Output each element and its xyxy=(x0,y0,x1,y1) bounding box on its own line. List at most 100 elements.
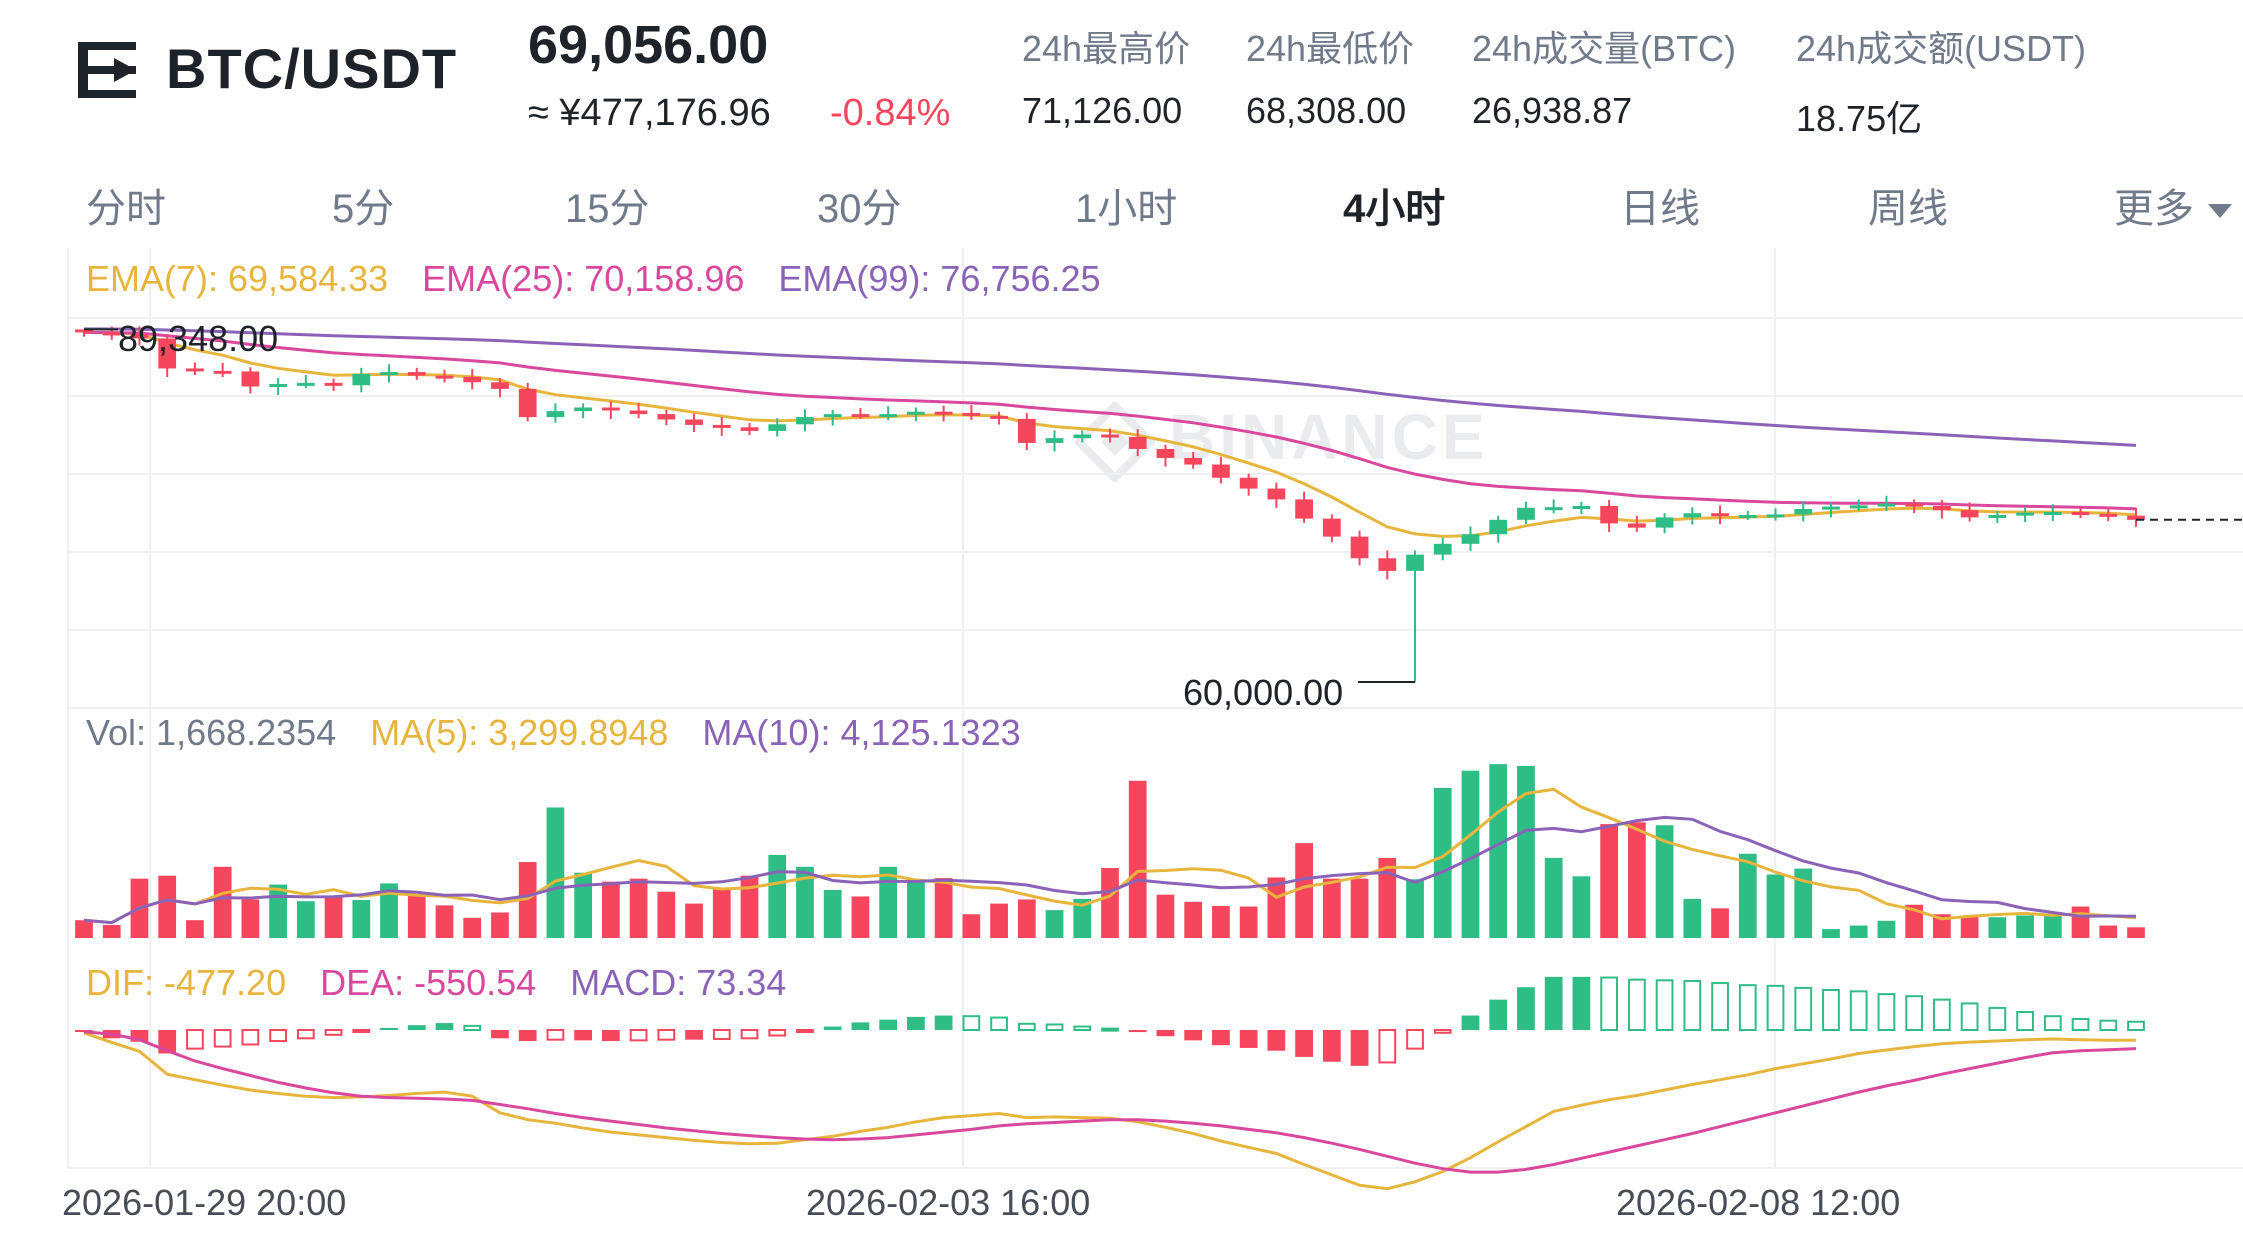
tab-more[interactable]: 更多 xyxy=(2114,176,2232,234)
tab-1h[interactable]: 1小时 xyxy=(1075,187,1178,231)
candle-body xyxy=(1489,519,1508,535)
macd-bar xyxy=(491,1030,509,1039)
binance-watermark: BINANCE xyxy=(1073,400,1489,484)
candle-body xyxy=(962,412,981,416)
macd-bar xyxy=(823,1026,842,1030)
macd-bar xyxy=(1461,1015,1480,1030)
tab-15m[interactable]: 15分 xyxy=(565,187,650,231)
x-axis-label: 2026-02-03 16:00 xyxy=(806,1182,1091,1223)
tab-5m[interactable]: 5分 xyxy=(332,187,395,231)
candle-body xyxy=(296,382,315,386)
more-label: 更多 xyxy=(2114,187,2194,231)
candle-body xyxy=(740,427,759,431)
macd-bar xyxy=(518,1030,537,1042)
volume-bar xyxy=(2071,906,2090,938)
candle-body xyxy=(629,410,648,415)
macd-bar xyxy=(352,1029,371,1033)
macd-bar xyxy=(269,1029,287,1043)
tab-4h[interactable]: 4小时 xyxy=(1343,187,1446,231)
stat-label: 24h最高价 xyxy=(1022,28,1191,69)
macd-bar xyxy=(712,1029,731,1040)
candle-body xyxy=(407,372,426,376)
stat-24h-volume: 24h成交量(BTC) 26,938.87 xyxy=(1472,20,1736,132)
macd-bar xyxy=(1322,1030,1341,1062)
candle-body xyxy=(601,407,620,411)
volume-bar xyxy=(601,881,620,938)
dif-line xyxy=(83,1031,2136,1191)
macd-bar xyxy=(324,1029,343,1036)
candle-body xyxy=(1433,543,1452,555)
candle-body xyxy=(1683,513,1702,518)
candle-body xyxy=(546,411,565,418)
volume-bar xyxy=(296,901,315,938)
last-price: 69,056.00 xyxy=(528,15,769,75)
tab-1d[interactable]: 日线 xyxy=(1620,187,1700,231)
trading-pair-symbol[interactable]: BTC/USDT xyxy=(166,37,458,100)
macd-bar xyxy=(1794,986,1813,1031)
macd-bar xyxy=(1295,1030,1313,1057)
volume-bar xyxy=(740,875,759,938)
volume-bar xyxy=(934,878,953,938)
macd-bar xyxy=(1600,976,1619,1031)
volume-bar xyxy=(1295,843,1313,938)
volume-bar xyxy=(213,866,232,938)
volume-bar xyxy=(102,924,121,938)
macd-value-legend: MACD: 73.34 xyxy=(570,962,787,1003)
candle-body xyxy=(1544,507,1563,511)
candle-body xyxy=(324,382,343,386)
volume-bar xyxy=(2016,915,2034,938)
volume-bar xyxy=(1600,824,1619,938)
candle-body xyxy=(574,407,593,412)
macd-bar xyxy=(1960,1002,1979,1031)
stat-value: 71,126.00 xyxy=(1022,90,1183,131)
candle-body xyxy=(1766,514,1785,518)
tab-1w[interactable]: 周线 xyxy=(1868,187,1948,231)
candle-body xyxy=(1933,505,1951,511)
volume-bar xyxy=(1517,765,1535,938)
macd-bar xyxy=(1988,1006,2007,1031)
price-annotations xyxy=(84,328,1416,683)
macd-bar xyxy=(2071,1017,2090,1032)
stat-value: 18.75亿 xyxy=(1796,98,1923,139)
ma5-line xyxy=(83,787,2137,925)
volume-bar xyxy=(574,872,593,938)
volume-bar xyxy=(990,903,1008,938)
menu-icon[interactable] xyxy=(78,42,138,98)
macd-bar xyxy=(546,1029,565,1041)
volume-bar xyxy=(130,878,149,938)
macd-bar xyxy=(1849,990,1868,1031)
macd-bar xyxy=(1738,984,1757,1032)
candle-body xyxy=(934,411,953,415)
volume-bar xyxy=(324,896,343,938)
volume-bar xyxy=(186,920,204,938)
volume-bar xyxy=(1239,906,1258,938)
volume-bar xyxy=(2043,914,2062,938)
candle-body xyxy=(352,373,371,386)
volume-bar xyxy=(1128,780,1147,938)
macd-bar xyxy=(1655,979,1674,1032)
volume-bar xyxy=(546,807,565,938)
candle-body xyxy=(879,414,898,418)
volume-legend: Vol: 1,668.2354 MA(5): 3,299.8948 MA(10): … xyxy=(86,712,1055,754)
macd-bar xyxy=(2099,1019,2118,1031)
tab-line[interactable]: 分时 xyxy=(86,187,166,231)
volume-bar xyxy=(1378,857,1397,938)
volume-bar xyxy=(1212,905,1230,938)
dea-legend: DEA: -550.54 xyxy=(320,962,537,1003)
candle-body xyxy=(712,424,731,428)
candle-body xyxy=(241,371,260,387)
candle-body xyxy=(1322,518,1341,537)
candle-body xyxy=(75,329,93,333)
volume-bar xyxy=(1350,878,1369,938)
macd-bar xyxy=(1350,1030,1369,1066)
volume-bar xyxy=(1322,878,1341,938)
tab-30m[interactable]: 30分 xyxy=(817,187,902,231)
candle-body xyxy=(1517,507,1535,520)
volume-bar xyxy=(1627,822,1646,938)
macd-bar xyxy=(241,1029,260,1046)
macd-bar xyxy=(75,1030,93,1032)
volume-bar xyxy=(1933,914,1951,938)
candle-body xyxy=(1905,503,1924,507)
volume-bar xyxy=(1433,787,1452,938)
macd-bar xyxy=(629,1029,648,1042)
